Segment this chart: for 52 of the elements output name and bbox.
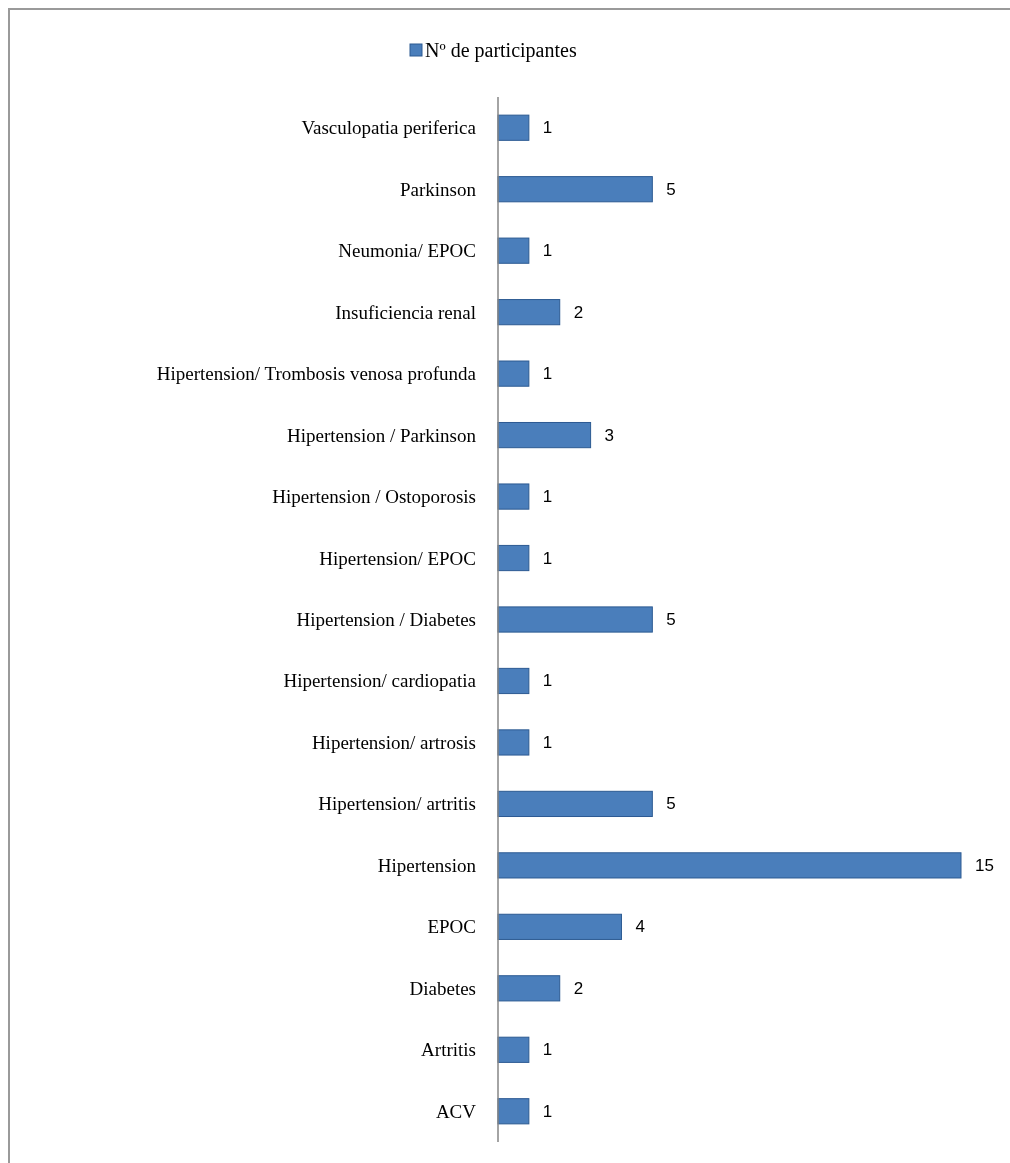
- y-tick-label: Hipertension: [377, 854, 477, 876]
- bar: [497, 360, 530, 387]
- data-label: 3: [604, 425, 615, 445]
- y-tick-label: Hipertension / Ostoporosis: [272, 486, 476, 508]
- y-tick-label: Hipertension/ cardiopatia: [283, 670, 477, 692]
- bar: [497, 237, 530, 264]
- y-tick-label: Hipertension/ artrosis: [311, 731, 476, 753]
- bar: [497, 606, 653, 633]
- bar: [497, 729, 530, 756]
- legend-label: Nº de participantes: [425, 39, 577, 62]
- bar: [497, 1036, 530, 1063]
- y-tick-label: Artritis: [421, 1039, 476, 1061]
- bar: [497, 913, 622, 940]
- data-label: 1: [542, 487, 553, 507]
- data-label: 1: [542, 364, 553, 384]
- data-label: 1: [542, 732, 553, 752]
- data-label: 5: [666, 794, 676, 814]
- data-label: 1: [542, 1040, 553, 1060]
- bar: [497, 483, 530, 510]
- y-tick-label: Hipertension/ EPOC: [319, 547, 476, 569]
- y-tick-label: Hipertension/ artritis: [318, 793, 476, 815]
- y-tick-label: Neumonia/ EPOC: [338, 240, 476, 262]
- y-tick-label: Hipertension / Parkinson: [287, 424, 477, 446]
- y-tick-label: EPOC: [427, 916, 476, 938]
- data-label: 1: [542, 118, 553, 138]
- bar: [497, 299, 561, 326]
- data-label: 1: [542, 241, 553, 261]
- data-label: 1: [542, 1101, 553, 1121]
- y-tick-label: Parkinson: [400, 178, 477, 200]
- data-label: 5: [666, 610, 676, 629]
- bar: [497, 975, 561, 1002]
- bar: [497, 667, 530, 695]
- bar: [497, 790, 653, 818]
- data-label: 2: [573, 302, 584, 322]
- y-tick-label: Vasculopatia periferica: [301, 117, 477, 139]
- data-label: 4: [635, 917, 645, 937]
- data-label: 5: [666, 179, 676, 199]
- bar: [497, 421, 592, 449]
- y-tick-label: Hipertension/ Trombosis venosa profunda: [156, 363, 477, 385]
- bar: [497, 544, 530, 572]
- y-tick-label: Hipertension / Diabetes: [296, 609, 476, 630]
- bar: [497, 176, 653, 203]
- y-tick-label: Insuficiencia renal: [335, 301, 476, 323]
- y-tick-label: Diabetes: [409, 977, 476, 999]
- data-label: 2: [573, 978, 584, 998]
- y-tick-label: ACV: [435, 1100, 477, 1122]
- data-label: 1: [542, 548, 553, 568]
- data-label: 15: [975, 855, 994, 875]
- bar: [497, 852, 962, 879]
- bar: [497, 1098, 530, 1125]
- bar: [497, 114, 530, 141]
- data-label: 1: [542, 671, 553, 691]
